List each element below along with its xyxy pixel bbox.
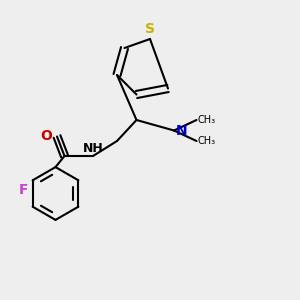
- Text: N: N: [176, 124, 187, 137]
- Text: O: O: [40, 130, 52, 143]
- Text: CH₃: CH₃: [198, 136, 216, 146]
- Text: S: S: [145, 22, 155, 36]
- Text: NH: NH: [82, 142, 103, 154]
- Text: CH₃: CH₃: [198, 115, 216, 125]
- Text: F: F: [19, 183, 28, 197]
